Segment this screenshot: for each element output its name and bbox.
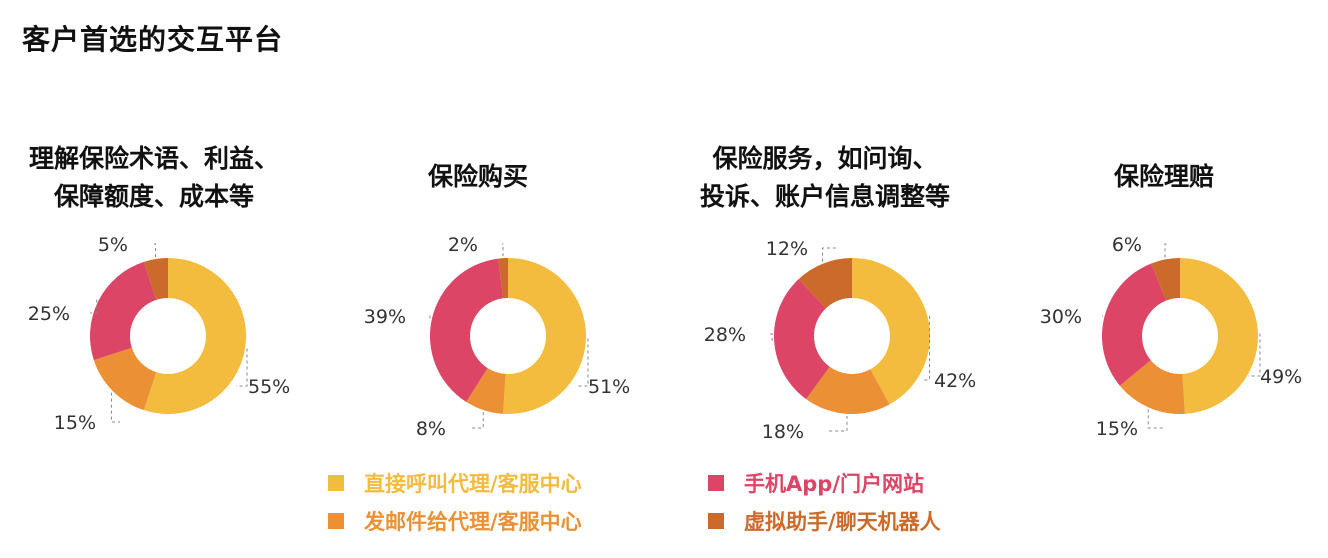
donut-3-label-email: 18% xyxy=(762,421,804,443)
donut-2-leader-email xyxy=(472,412,484,429)
chart-title-3-line-2: 投诉、账户信息调整等 xyxy=(699,182,950,211)
donut-2-label-email: 8% xyxy=(416,418,446,440)
donut-4-leader-bot xyxy=(1164,243,1168,258)
donut-2-slice-email xyxy=(466,368,506,414)
donut-3-leader-app xyxy=(770,333,773,342)
donut-chart-1: 55% 15% 25% 5% xyxy=(28,234,290,434)
donut-3-leader-phone xyxy=(922,316,930,381)
donut-3-slice-bot xyxy=(798,258,852,309)
donut-2-label-phone: 51% xyxy=(588,376,630,398)
chart-title-4: 保险理赔 xyxy=(1064,158,1264,196)
donut-3-label-bot: 12% xyxy=(766,238,808,260)
donut-1-leader-app xyxy=(90,299,98,314)
donut-2-leader-phone xyxy=(576,338,589,387)
donut-chart-4: 49% 15% 30% 6% xyxy=(1040,234,1302,440)
donut-4-slice-app xyxy=(1102,263,1167,386)
donut-4-label-bot: 6% xyxy=(1112,234,1142,256)
donut-2-label-bot: 2% xyxy=(448,234,478,256)
page-title: 客户首选的交互平台 xyxy=(22,23,284,56)
donut-1-label-email: 15% xyxy=(54,412,96,434)
donut-4-leader-phone xyxy=(1248,333,1261,377)
donut-chart-3: 42% 18% 28% 12% xyxy=(704,238,976,443)
donut-1-slice-app xyxy=(90,261,157,361)
donut-2-label-app: 39% xyxy=(364,306,406,328)
donut-4-label-email: 15% xyxy=(1096,418,1138,440)
donut-1-slice-phone xyxy=(143,258,246,414)
donut-4-slice-email xyxy=(1119,360,1185,415)
donut-3-label-phone: 42% xyxy=(934,370,976,392)
donut-3-slice-app xyxy=(774,279,830,400)
donut-2-slice-bot xyxy=(498,258,508,299)
chart-title-4-line-1: 保险理赔 xyxy=(1113,162,1214,191)
donut-2-slice-app xyxy=(430,258,504,402)
chart-title-3: 保险服务，如问询、 投诉、账户信息调整等 xyxy=(670,140,980,216)
donut-4-slice-phone xyxy=(1180,258,1259,414)
donut-1-label-phone: 55% xyxy=(248,376,290,398)
donut-4-label-app: 30% xyxy=(1040,306,1082,328)
chart-title-1: 理解保险术语、利益、 保障额度、成本等 xyxy=(14,140,294,216)
donut-1-slice-bot xyxy=(143,258,168,300)
donut-3-leader-email xyxy=(828,415,848,432)
donut-2-slice-phone xyxy=(503,258,586,414)
donut-1-leader-bot xyxy=(154,243,156,257)
donut-1-leader-email xyxy=(110,392,120,423)
donut-2-leader-app xyxy=(428,315,431,319)
chart-title-1-line-1: 理解保险术语、利益、 xyxy=(28,144,279,173)
donut-3-slice-email xyxy=(806,366,890,414)
donut-1-label-bot: 5% xyxy=(98,234,128,256)
donut-1-slice-email xyxy=(93,347,157,411)
chart-title-3-line-1: 保险服务，如问询、 xyxy=(712,144,938,173)
donut-chart-2: 51% 8% 39% 2% xyxy=(364,234,630,440)
donut-1-leader-phone xyxy=(236,348,248,387)
donut-4-label-phone: 49% xyxy=(1260,366,1302,388)
chart-title-2-line-1: 保险购买 xyxy=(427,162,528,191)
donut-4-slice-bot xyxy=(1151,258,1180,301)
chart-title-2: 保险购买 xyxy=(378,158,578,196)
donut-2-leader-bot xyxy=(502,243,504,257)
chart-title-1-line-2: 保障额度、成本等 xyxy=(53,182,254,211)
donut-3-slice-phone xyxy=(852,258,930,405)
donut-3-label-app: 28% xyxy=(704,324,746,346)
donut-3-leader-bot xyxy=(822,247,836,262)
donut-4-leader-email xyxy=(1147,409,1164,429)
donut-1-label-app: 25% xyxy=(28,303,70,325)
